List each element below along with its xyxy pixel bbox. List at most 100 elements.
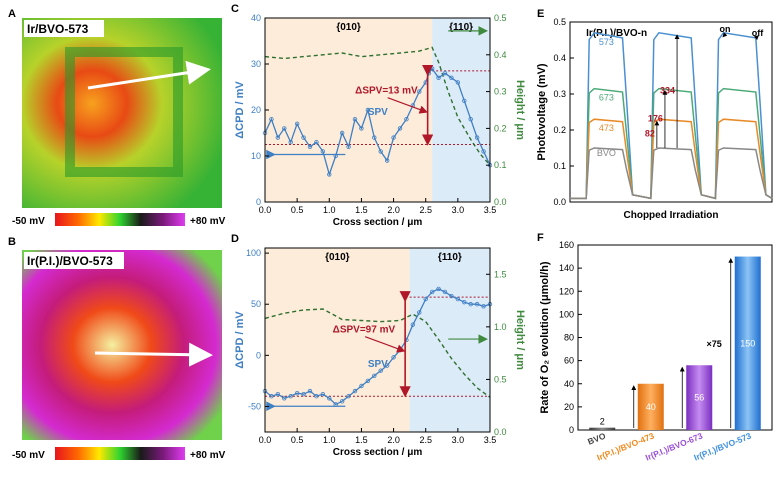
y-right-tick-label: 0.0 — [494, 197, 507, 207]
bar-ir-pi-bvo-473 — [637, 383, 664, 430]
panel-b-scan-arrow — [94, 342, 213, 367]
spv-data-point — [359, 383, 364, 389]
y-tick-label: 160 — [559, 240, 574, 250]
panel-a-title: Ir/BVO-573 — [27, 22, 89, 36]
y-right-tick-label: 0.0 — [494, 427, 507, 437]
y-tick-label: 0.2 — [553, 125, 566, 135]
x-tick-label: 2.5 — [419, 205, 432, 215]
y-right-tick-label: 0.1 — [494, 160, 507, 170]
y-axis-label: Photovoltage (mV) — [536, 63, 548, 161]
y-left-axis-label: ΔCPD / mV — [234, 311, 246, 369]
panel-a-scan-arrow — [87, 60, 211, 90]
panel-b-colorbar — [55, 447, 185, 460]
region-010-label: {010} — [325, 252, 350, 263]
x-tick-label: 2.5 — [419, 435, 432, 445]
y-tick-label: 0.3 — [553, 89, 566, 99]
panel-a-scale-max: +80 mV — [190, 216, 226, 227]
height-profile-line — [264, 308, 491, 398]
spv-data-point — [378, 368, 383, 373]
spv-data-point — [455, 296, 461, 302]
delta-spv-pointer — [364, 336, 406, 353]
y-tick-label: 0 — [569, 425, 574, 435]
y-tick-label: 140 — [559, 263, 574, 273]
spv-data-point — [378, 149, 383, 154]
spv-data-point — [468, 302, 473, 307]
y-right-tick-label: 0.2 — [494, 123, 507, 133]
y-left-tick-label: 0 — [256, 350, 261, 360]
x-axis-label: Cross section / μm — [333, 217, 423, 228]
x-tick-label: 3.5 — [484, 205, 497, 215]
panel-b-letter: B — [8, 236, 16, 248]
spv-data-point — [417, 310, 422, 315]
spv-data-point — [372, 373, 377, 378]
photovoltage-series-473 — [570, 118, 773, 200]
panel-a-letter: A — [8, 8, 16, 20]
spv-data-point — [423, 296, 428, 302]
x-tick-label: 3.0 — [452, 205, 465, 215]
x-tick-label: 0.5 — [291, 435, 304, 445]
bar-value-label: 40 — [646, 402, 656, 412]
spv-data-point — [301, 135, 306, 140]
bar-value-label: 2 — [600, 417, 605, 427]
spv-data-point — [449, 75, 454, 80]
delta-spv-pointer — [387, 97, 428, 114]
spv-data-point — [391, 135, 396, 140]
spv-data-point — [269, 394, 274, 399]
spv-data-point — [294, 121, 300, 126]
spv-data-point — [481, 149, 486, 154]
photovoltage-series-bvo — [570, 147, 773, 200]
y-right-axis-label: Height / μm — [514, 80, 526, 140]
spv-data-point — [346, 394, 351, 399]
spv-data-point — [275, 391, 281, 397]
panel-c: C {010} {110} ΔSPV=13 mV SPV 0.0 0.5 1.0 1.5 2.0 2… — [231, 3, 526, 228]
y-right-tick-label: 1.0 — [494, 322, 507, 332]
x-tick-label: 2.0 — [387, 205, 400, 215]
spv-data-point — [404, 116, 409, 122]
x-tick-label: 3.0 — [452, 435, 465, 445]
x-tick-label: 0.0 — [259, 435, 272, 445]
region-010-background — [265, 18, 433, 202]
delta-spv-annotation: ΔSPV=13 mV — [355, 86, 418, 97]
spv-data-point — [474, 302, 480, 307]
height-profile-line — [264, 46, 491, 166]
spv-data-point — [429, 289, 435, 295]
spv-profile-line — [264, 288, 491, 406]
bar-bvo — [589, 427, 616, 430]
series-label-473: 473 — [599, 123, 614, 133]
spv-data-point — [462, 299, 467, 305]
y-tick-label: 0.1 — [553, 161, 566, 171]
spv-data-point — [384, 363, 390, 368]
y-left-tick-label: 20 — [251, 105, 261, 115]
x-axis-label: Chopped Irradiation — [624, 210, 719, 221]
series-label-573: 573 — [599, 37, 614, 47]
spv-data-point — [320, 391, 326, 397]
panel-a-colorbar — [55, 213, 185, 226]
y-left-tick-label: 30 — [251, 59, 261, 69]
y-tick-label: 120 — [559, 286, 574, 296]
y-tick-label: 80 — [564, 333, 574, 343]
region-010-background — [265, 248, 410, 432]
y-tick-label: 0.0 — [553, 197, 566, 207]
multiplier-label: ×75 — [706, 339, 721, 349]
y-tick-label: 100 — [559, 309, 574, 319]
spv-data-point — [372, 135, 377, 140]
x-tick-label: 1.0 — [323, 435, 336, 445]
category-label: BVO — [586, 430, 607, 446]
spv-data-point — [462, 98, 467, 103]
y-left-tick-label: 100 — [246, 248, 261, 258]
y-right-axis-label: Height / μm — [514, 310, 526, 370]
panel-f: F 0 20 40 60 80 100 120 140 160 Rate of O₂ evoluti… — [537, 232, 773, 463]
x-axis-label: Cross section / μm — [333, 447, 423, 458]
spv-data-point — [391, 355, 396, 360]
y-left-tick-label: 0 — [256, 197, 261, 207]
series-label-673: 673 — [599, 93, 614, 103]
panel-b-title-box — [24, 252, 124, 269]
y-left-tick-label: 40 — [251, 13, 261, 23]
light-off-label: off — [752, 28, 764, 38]
y-tick-label: 0.5 — [553, 17, 566, 27]
spv-data-point — [410, 322, 416, 327]
spv-data-point — [301, 391, 306, 397]
panel-b-title: Ir(P.I.)/BVO-573 — [27, 254, 113, 268]
